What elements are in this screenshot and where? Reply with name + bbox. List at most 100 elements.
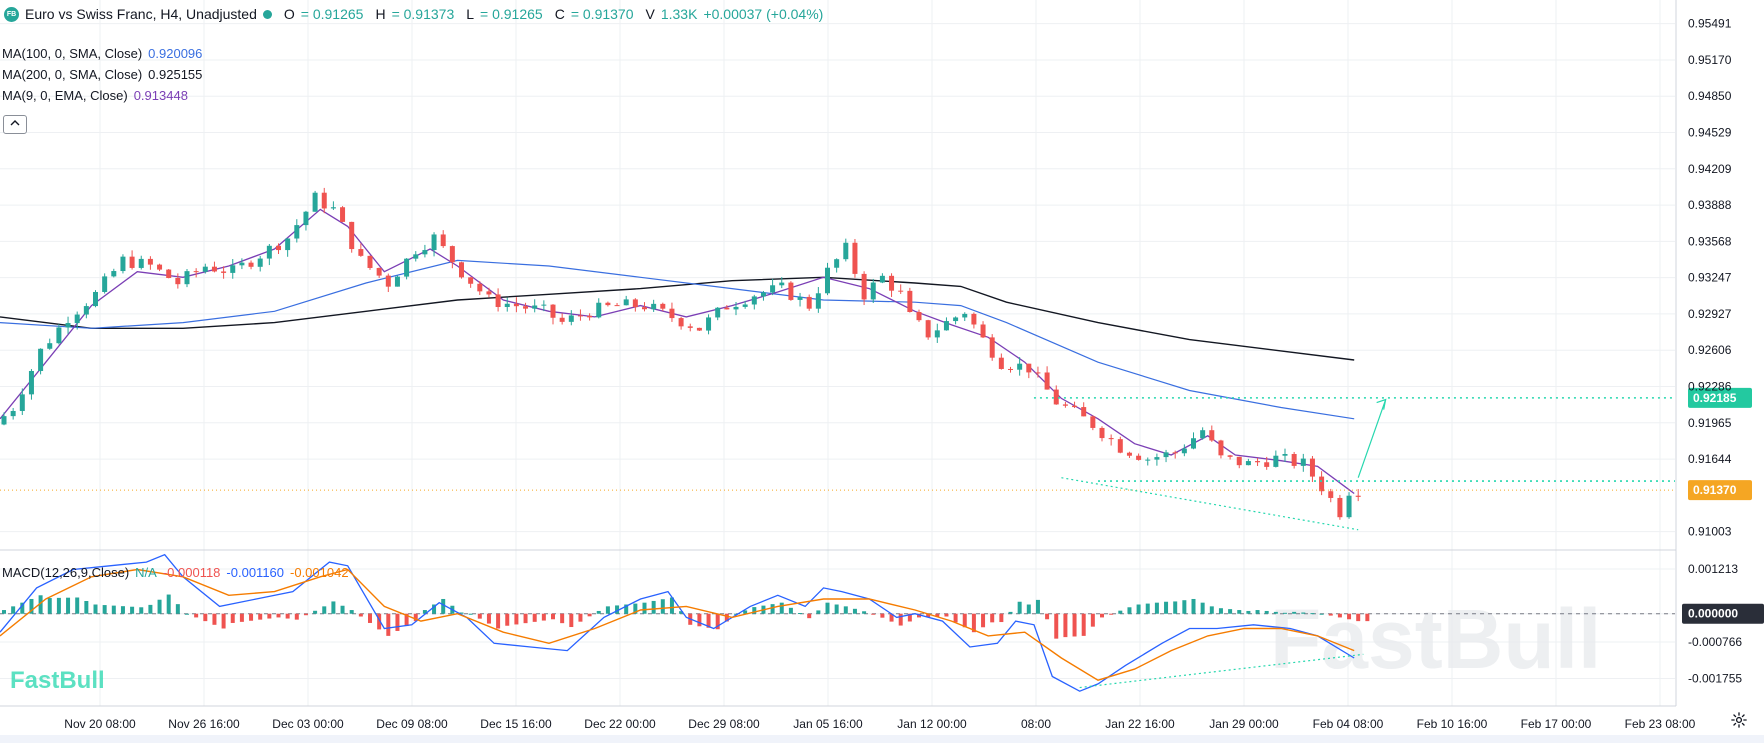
macd-histogram-bar (1347, 613, 1352, 620)
macd-histogram-bar (807, 613, 812, 619)
volume-label: V (645, 6, 655, 22)
candle-body (989, 337, 995, 358)
fastbull-watermark-small: FastBull (10, 667, 105, 694)
ma200-legend[interactable]: MA(200, 0, SMA, Close) 0.925155 (2, 67, 202, 82)
macd-histogram-bar (166, 594, 171, 614)
price-tick-label: 0.93888 (1688, 198, 1732, 212)
ema9-label: MA(9, 0, EMA, Close) (2, 88, 128, 103)
candle-body (358, 249, 364, 256)
macd-histogram-bar (935, 613, 940, 617)
candle-body (230, 265, 236, 273)
time-tick-label: 08:00 (1021, 717, 1051, 731)
candle-body (596, 302, 602, 318)
macd-histogram-bar (551, 613, 555, 620)
low-label: L (466, 6, 475, 22)
macd-signal-line (0, 568, 1355, 681)
candle-body (1300, 458, 1306, 466)
macd-histogram-bar (1118, 610, 1123, 614)
candle-body (221, 271, 227, 273)
macd-histogram-bar (569, 613, 574, 628)
candle-body (239, 262, 245, 266)
candle-body (614, 305, 620, 307)
symbol-logo[interactable]: FB (4, 6, 19, 22)
macd-histogram-bar (2, 610, 6, 614)
candle-body (294, 225, 300, 239)
price-tick-label: 0.92927 (1688, 307, 1732, 321)
gear-icon[interactable] (1730, 711, 1748, 729)
candle-body (111, 271, 117, 277)
macd-histogram-bar (1026, 604, 1031, 614)
candle-body (1090, 416, 1096, 428)
macd-histogram-bar (340, 605, 345, 614)
macd-histogram-bar (249, 613, 254, 621)
candle-body (38, 348, 44, 371)
candle-body (19, 394, 25, 411)
collapse-legend-button[interactable] (3, 115, 27, 134)
macd-histogram-bar (404, 613, 409, 627)
macd-histogram-bar (1356, 613, 1361, 622)
price-tick-label: 0.92606 (1688, 343, 1732, 357)
candle-body (1145, 459, 1151, 461)
ema9-legend[interactable]: MA(9, 0, EMA, Close) 0.913448 (2, 88, 188, 103)
candle-body (1117, 439, 1123, 453)
macd-histogram-bar (1081, 613, 1086, 636)
macd-histogram-bar (221, 613, 226, 629)
price-tick-label: 0.93568 (1688, 234, 1732, 248)
price-tick-label: 0.91644 (1688, 452, 1732, 466)
candle-body (56, 327, 62, 344)
macd-histogram-bar (285, 613, 290, 619)
price-tick-label: 0.94529 (1688, 126, 1732, 140)
macd-legend[interactable]: MACD(12,26,9,Close) N/A -0.000118 -0.001… (2, 565, 349, 580)
ma200-label: MA(200, 0, SMA, Close) (2, 67, 143, 82)
macd-histogram-bar (20, 602, 25, 614)
symbol-title[interactable]: Euro vs Swiss Franc, H4, Unadjusted (25, 6, 257, 22)
macd-signal-value: -0.001042 (290, 565, 349, 580)
macd-histogram-bar (560, 613, 565, 624)
candle-body (1017, 363, 1023, 370)
candle-body (779, 282, 785, 286)
resistance-price-tag: 0.92185 (1693, 391, 1737, 405)
macd-histogram-bar (413, 613, 418, 622)
last-price-tag-bg (1688, 480, 1752, 501)
time-axis-footer (0, 735, 1764, 743)
macd-histogram-bar (157, 599, 162, 614)
candle-body (102, 276, 108, 292)
candle-body (715, 307, 721, 318)
macd-histogram-bar (1200, 602, 1205, 614)
time-tick-label: Feb 17 00:00 (1521, 717, 1592, 731)
macd-histogram-bar (422, 610, 427, 614)
candle-body (504, 303, 510, 308)
macd-histogram-bar (523, 613, 528, 624)
candle-body (1062, 404, 1068, 406)
candle-body (632, 299, 638, 308)
candle-body (1255, 461, 1261, 463)
macd-histogram-bar (468, 613, 473, 615)
macd-histogram-bar (953, 613, 958, 623)
macd-histogram-bar (175, 604, 180, 614)
price-tick-label: 0.92286 (1688, 379, 1732, 393)
macd-histogram-bar (541, 613, 546, 621)
macd-histogram-bar (944, 613, 949, 617)
candle-body (559, 317, 565, 322)
macd-histogram-bar (377, 613, 382, 630)
candle-body (449, 246, 455, 263)
macd-histogram-bar (1228, 609, 1233, 614)
price-tick-label: 0.91003 (1688, 525, 1732, 539)
candle-body (1209, 430, 1215, 441)
macd-histogram-bar (1365, 613, 1370, 622)
chevron-up-icon (10, 120, 20, 126)
candle-body (1200, 430, 1206, 439)
macd-histogram-bar (505, 613, 510, 626)
macd-histogram-bar (66, 597, 71, 614)
price-tick-label: 0.94850 (1688, 89, 1732, 103)
forecast-arrow-line (1357, 399, 1387, 478)
candle-body (184, 271, 190, 285)
candle-body (266, 245, 272, 259)
ma100-legend[interactable]: MA(100, 0, SMA, Close) 0.920096 (2, 46, 202, 61)
candle-body (1191, 438, 1196, 449)
macd-hist-value: -0.000118 (162, 565, 221, 580)
candle-body (834, 259, 840, 268)
candle-body (193, 271, 199, 273)
candle-body (312, 192, 318, 212)
macd-histogram-bar (990, 613, 995, 623)
